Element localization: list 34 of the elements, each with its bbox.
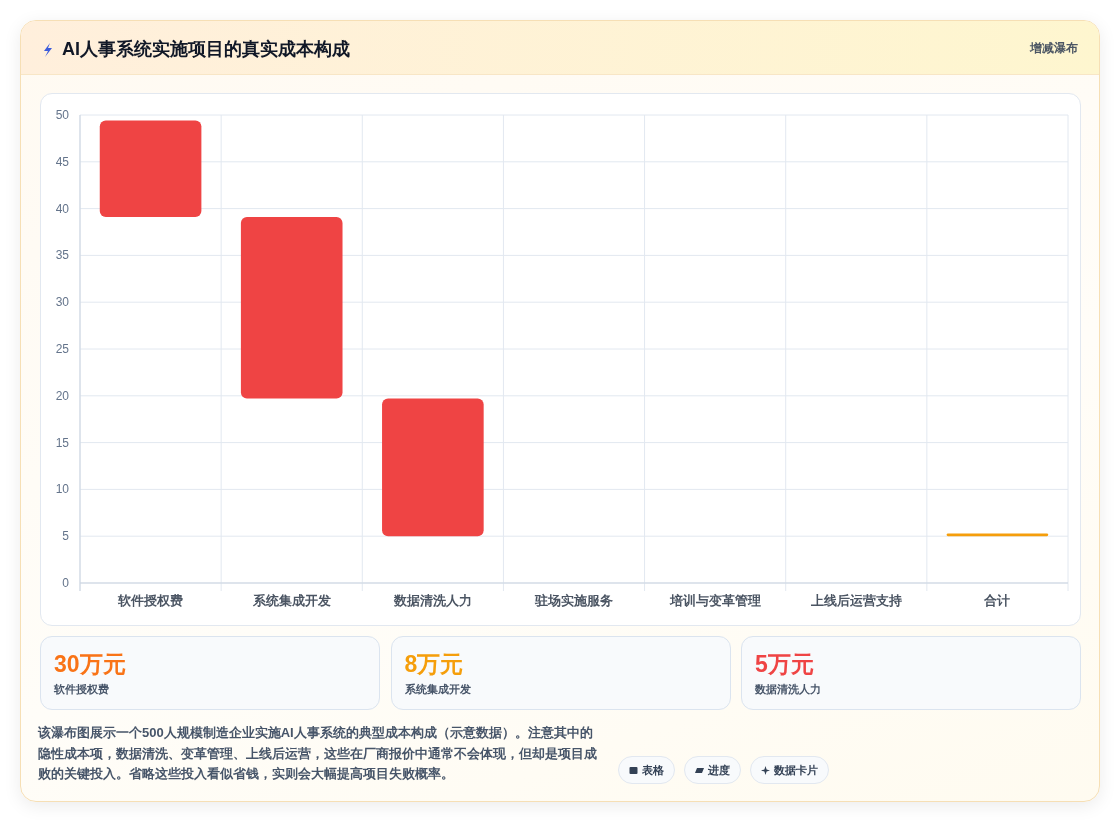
text: 30万元 <box>54 650 126 679</box>
y-tick-label: 30 <box>55 295 70 310</box>
y-tick-label: 15 <box>55 435 70 450</box>
text: 进度 <box>708 762 730 778</box>
y-tick-label: 10 <box>55 482 70 497</box>
text: 软件授权费 <box>54 682 109 697</box>
x-tick-label: 上线后运营支持 <box>809 593 902 608</box>
bar <box>240 217 343 399</box>
y-tick-label: 40 <box>55 201 70 216</box>
bar <box>382 398 484 537</box>
text: 系统集成开发 <box>404 682 471 697</box>
x-tick-label: 培训与变革管理 <box>668 593 761 608</box>
y-tick-label: 5 <box>62 529 70 544</box>
y-tick-label: 25 <box>55 342 70 356</box>
x-tick-label: 数据清洗人力 <box>392 593 472 608</box>
text: 表格 <box>642 762 664 778</box>
text: 5万元 <box>755 650 814 679</box>
text: 数据清洗人力 <box>755 682 821 697</box>
bar <box>99 120 202 218</box>
x-tick-label: 软件授权费 <box>117 593 184 608</box>
text: 数据卡片 <box>774 762 818 778</box>
text: 8万元 <box>404 650 464 679</box>
y-tick-label: 20 <box>55 388 70 403</box>
x-tick-label: 合计 <box>983 593 1011 608</box>
y-tick-label: 35 <box>55 248 70 263</box>
y-tick-label: 0 <box>62 576 70 590</box>
y-tick-label: 45 <box>55 154 70 169</box>
x-tick-label: 系统集成开发 <box>251 593 331 608</box>
bar <box>946 533 1049 537</box>
chart-title: AI人事系统实施项目的真实成本构成 <box>62 38 350 61</box>
x-tick-label: 驻场实施服务 <box>534 593 613 608</box>
text: 增减瀑布 <box>1030 40 1078 56</box>
text: 该瀑布图展示一个500人规模制造企业实施AI人事系统的典型成本构成（示意数据）。注意其中的隐性成本项，数据清洗、变革管理、上线后运营，这些在厂商报价中通常不会体现，但却是项目成败的关键投入。省略这些投入看似省钱，实则会大幅提高项目失败概率。 <box>38 724 598 783</box>
y-tick-label: 50 <box>55 108 70 122</box>
